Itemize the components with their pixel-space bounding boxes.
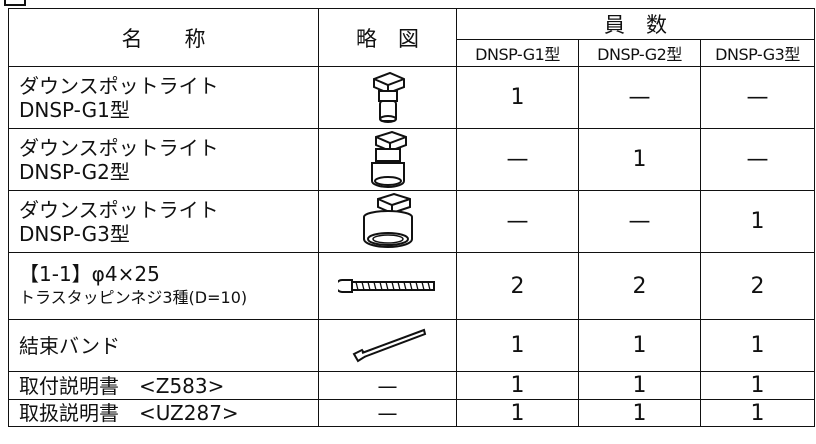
item-name: 結束バンド: [8, 319, 319, 372]
name-line: DNSP-G1型: [19, 97, 130, 122]
count-cell: 1: [456, 371, 579, 400]
count-cell: 2: [699, 252, 816, 320]
item-name: ダウンスポットライト DNSP-G3型: [8, 190, 319, 253]
sketch-cell: [318, 128, 457, 191]
model-header: DNSP-G3型: [699, 39, 816, 67]
count-header: 員 数: [455, 8, 816, 40]
sketch-cell: —: [318, 399, 457, 427]
model-header: DNSP-G2型: [578, 39, 701, 67]
name-line: 取付説明書 <Z583>: [19, 373, 225, 398]
count-cell: 1: [456, 319, 579, 372]
icon-tie: [352, 328, 426, 362]
count-cell: —: [578, 190, 701, 253]
count-cell: 1: [456, 399, 579, 427]
item-name: 取付説明書 <Z583>: [8, 371, 319, 400]
count-cell: 1: [578, 371, 701, 400]
item-name: ダウンスポットライト DNSP-G1型: [8, 66, 319, 129]
name-line: ダウンスポットライト: [19, 135, 219, 160]
count-cell: 1: [699, 399, 816, 427]
sketch-cell: —: [318, 371, 457, 400]
table-row: ダウンスポットライト DNSP-G2型 —1—: [8, 128, 816, 191]
icon-g3: [362, 192, 413, 248]
item-name: ダウンスポットライト DNSP-G2型: [8, 128, 319, 191]
table-row: 【1-1】φ4×25 トラスタッピンネジ3種(D=10) 2 2 2: [8, 252, 816, 320]
bracket: [4, 0, 26, 6]
table-row: ダウンスポットライト DNSP-G3型 — —1: [8, 190, 816, 253]
parts-table: 名 称 略 図 員 数 DNSP-G1型 DNSP-G2型 DNSP-G3型 ダウン…: [8, 8, 816, 427]
icon-g1: [372, 71, 405, 123]
count-cell: —: [456, 128, 579, 191]
count-cell: 1: [578, 128, 701, 191]
name-line: ダウンスポットライト: [19, 197, 219, 222]
sketch-cell: [318, 66, 457, 129]
name-line: トラスタッピンネジ3種(D=10): [19, 288, 248, 307]
count-cell: 1: [456, 66, 579, 129]
name-line: 取扱説明書 <UZ287>: [19, 401, 239, 425]
model-header: DNSP-G1型: [456, 39, 579, 67]
name-line: DNSP-G3型: [19, 221, 130, 246]
table-row: ダウンスポットライト DNSP-G1型 1— —: [8, 66, 816, 129]
name-line: ダウンスポットライト: [19, 73, 219, 98]
name-line: 【1-1】φ4×25: [19, 262, 160, 286]
count-cell: —: [456, 190, 579, 253]
count-cell: 2: [456, 252, 579, 320]
sketch-header: 略 図: [318, 8, 457, 67]
item-name: 【1-1】φ4×25 トラスタッピンネジ3種(D=10): [8, 252, 319, 320]
table-row: 結束バンド 1 1 1: [8, 319, 816, 372]
count-cell: —: [699, 128, 816, 191]
item-name: 取扱説明書 <UZ287>: [8, 399, 319, 427]
count-cell: —: [699, 66, 816, 129]
table-row: 取扱説明書 <UZ287> —1 1 1: [8, 399, 816, 427]
count-cell: 1: [578, 399, 701, 427]
count-cell: 1: [699, 371, 816, 400]
name-header: 名 称: [8, 8, 319, 67]
icon-screw: [337, 279, 435, 293]
name-line: 結束バンド: [19, 333, 120, 358]
name-line: DNSP-G2型: [19, 159, 130, 184]
count-cell: 2: [578, 252, 701, 320]
table-row: 取付説明書 <Z583> —1 1 1: [8, 371, 816, 400]
count-cell: 1: [699, 319, 816, 372]
sketch-cell: [318, 252, 457, 320]
count-cell: —: [578, 66, 701, 129]
sketch-cell: [318, 319, 457, 372]
count-cell: 1: [578, 319, 701, 372]
count-cell: 1: [699, 190, 816, 253]
sketch-cell: [318, 190, 457, 253]
icon-g2: [370, 130, 407, 188]
